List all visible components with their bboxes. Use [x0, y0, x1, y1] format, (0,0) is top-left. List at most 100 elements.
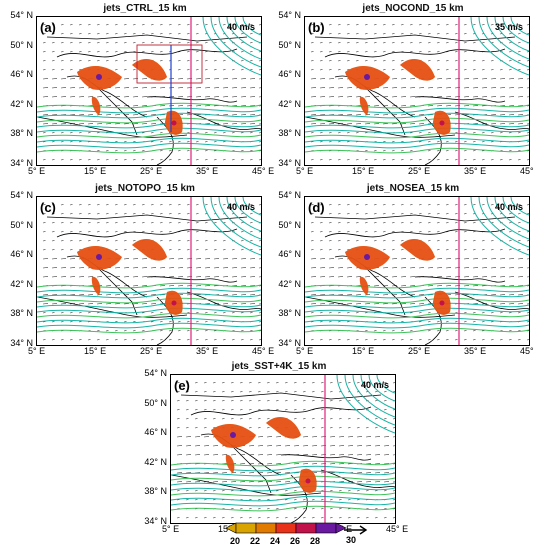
- map-frame: (c) 40 m/s: [36, 196, 262, 346]
- jet-shading: [211, 416, 317, 493]
- colorbar-tick: 24: [270, 536, 281, 546]
- coastlines: [305, 214, 529, 345]
- latitude-label: 46° N: [10, 249, 33, 259]
- latitude-label: 34° N: [278, 338, 301, 348]
- wind-vectors: [42, 204, 261, 341]
- wind-speed-contours: [37, 197, 261, 334]
- reference-vector-label: 35 m/s: [494, 22, 523, 32]
- wind-vectors: [310, 204, 529, 341]
- longitude-label: 15° E: [84, 166, 107, 176]
- colorbar-segment: [255, 522, 277, 534]
- longitude-label: 45° E: [252, 346, 275, 356]
- latitude-label: 50° N: [278, 220, 301, 230]
- latitude-label: 38° N: [10, 128, 33, 138]
- jet-shading: [77, 58, 183, 135]
- longitude-label: 5° E: [28, 166, 46, 176]
- panel-title: jets_NOCOND_15 km: [362, 3, 464, 14]
- longitude-label: 5° E: [296, 166, 314, 176]
- coastlines: [37, 214, 261, 345]
- panel-e: jets_SST+4K_15 km (e) 40 m/s 54° N 50° N 4…: [134, 358, 408, 538]
- latitude-label: 54° N: [144, 368, 167, 378]
- wind-vectors: [176, 382, 395, 519]
- jet-shading: [345, 58, 451, 135]
- longitude-label: 35° E: [196, 346, 219, 356]
- map-frame: (e) 40 m/s: [170, 374, 396, 524]
- longitude-label: 25° E: [140, 166, 163, 176]
- panel-label: (d): [308, 200, 325, 215]
- map-frame: (a) 40 m/s: [36, 16, 262, 166]
- latitude-label: 38° N: [278, 128, 301, 138]
- vector-ref-value: 30: [346, 535, 357, 545]
- latitude-label: 34° N: [10, 158, 33, 168]
- latitude-label: 54° N: [10, 10, 33, 20]
- reference-vector-label: 40 m/s: [226, 202, 255, 212]
- latitude-label: 34° N: [10, 338, 33, 348]
- colorbar-segment: [295, 522, 317, 534]
- latitude-label: 42° N: [10, 99, 33, 109]
- latitude-label: 50° N: [10, 40, 33, 50]
- wind-speed-contours: [171, 375, 395, 512]
- reference-vector-label: 40 m/s: [494, 202, 523, 212]
- latitude-label: 34° N: [144, 516, 167, 526]
- latitude-label: 42° N: [144, 457, 167, 467]
- panel-label: (a): [40, 20, 56, 35]
- jet-shading: [345, 238, 451, 315]
- jet-shading: [77, 238, 183, 315]
- latitude-label: 38° N: [10, 308, 33, 318]
- longitude-label: 5° E: [296, 346, 314, 356]
- panel-title: jets_CTRL_15 km: [103, 3, 187, 14]
- longitude-label: 25° E: [140, 346, 163, 356]
- longitude-label: 25° E: [408, 166, 431, 176]
- colorbar-tick: 20: [230, 536, 241, 546]
- latitude-label: 38° N: [278, 308, 301, 318]
- wind-vectors: [310, 24, 529, 161]
- colorbar-segment: [275, 522, 297, 534]
- coastlines: [37, 34, 261, 165]
- latitude-label: 34° N: [278, 158, 301, 168]
- panel-label: (b): [308, 20, 325, 35]
- longitude-label: 25° E: [408, 346, 431, 356]
- colorbar-extend-high: [335, 522, 347, 534]
- longitude-label: 15° E: [352, 346, 375, 356]
- latitude-label: 46° N: [10, 69, 33, 79]
- panel-a: jets_CTRL_15 km (a) 40 m/s 54° N 50° N 46°…: [0, 0, 274, 180]
- latitude-label: 46° N: [278, 69, 301, 79]
- panel-label: (c): [40, 200, 56, 215]
- panel-d: jets_NOSEA_15 km (d) 40 m/s 54° N 50° N 46…: [268, 180, 535, 360]
- longitude-label: 35° E: [464, 346, 487, 356]
- wind-speed-contours: [305, 197, 529, 334]
- panel-label: (e): [174, 378, 190, 393]
- latitude-label: 38° N: [144, 486, 167, 496]
- longitude-label: 5° E: [28, 346, 46, 356]
- wind-speed-contours: [37, 17, 261, 154]
- panel-c: jets_NOTOPO_15 km (c) 40 m/s 54° N 50° N 4…: [0, 180, 274, 360]
- latitude-label: 42° N: [278, 279, 301, 289]
- latitude-label: 50° N: [278, 40, 301, 50]
- vector-ref-arrow: 30: [342, 522, 372, 548]
- colorbar-tick: 28: [310, 536, 321, 546]
- longitude-label: 15° E: [84, 346, 107, 356]
- longitude-label: 45° E: [252, 166, 275, 176]
- longitude-label: 35° E: [464, 166, 487, 176]
- latitude-label: 54° N: [10, 190, 33, 200]
- panel-title: jets_NOSEA_15 km: [366, 183, 460, 194]
- latitude-label: 46° N: [278, 249, 301, 259]
- colorbar: 20 22 24 26 28: [222, 522, 362, 550]
- longitude-label: 45° E: [386, 524, 409, 534]
- longitude-label: 15° E: [352, 166, 375, 176]
- longitude-label: 35° E: [196, 166, 219, 176]
- map-frame: (b) 35 m/s: [304, 16, 530, 166]
- colorbar-segment: [315, 522, 337, 534]
- reference-vector-label: 40 m/s: [360, 380, 389, 390]
- latitude-label: 42° N: [10, 279, 33, 289]
- latitude-label: 46° N: [144, 427, 167, 437]
- longitude-label: 45° E: [520, 346, 535, 356]
- colorbar-extend-low: [225, 522, 237, 534]
- latitude-label: 50° N: [144, 398, 167, 408]
- reference-vector-label: 40 m/s: [226, 22, 255, 32]
- subdomain-box: [136, 44, 203, 84]
- colorbar-tick: 22: [250, 536, 261, 546]
- longitude-label: 5° E: [162, 524, 180, 534]
- latitude-label: 54° N: [278, 10, 301, 20]
- latitude-label: 54° N: [278, 190, 301, 200]
